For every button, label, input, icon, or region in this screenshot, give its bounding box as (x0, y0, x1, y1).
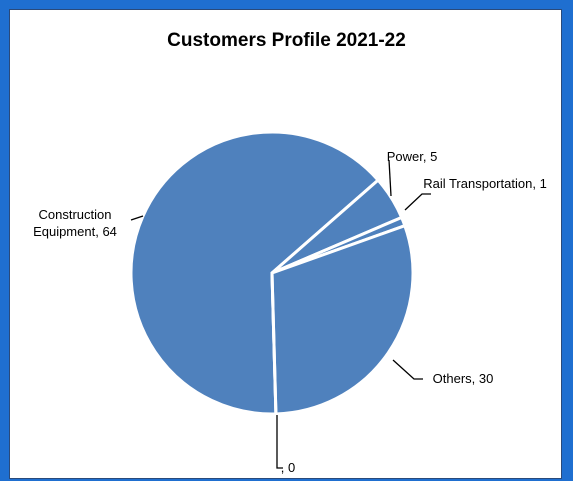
leader-line (388, 159, 392, 197)
label-separator: , (471, 371, 479, 386)
leader-line (276, 415, 283, 469)
chart (129, 130, 431, 469)
category-name: Rail Transportation (423, 176, 533, 191)
data-label: Rail Transportation, 1 (420, 175, 550, 192)
label-separator: , (532, 176, 540, 191)
leader-line (392, 359, 423, 380)
leader-line (130, 215, 144, 221)
value-label: 1 (539, 176, 547, 191)
label-separator: , (95, 224, 103, 239)
category-name: Power (386, 149, 423, 164)
category-name: Others (432, 371, 472, 386)
chart-title: Customers Profile 2021-22 (167, 30, 406, 51)
value-label: 5 (430, 149, 438, 164)
value-label: 0 (288, 460, 296, 475)
data-label: Power, 5 (372, 148, 452, 165)
data-label: Others, 30 (423, 370, 503, 387)
value-label: 64 (102, 224, 117, 239)
category-name: Construction Equipment (33, 207, 112, 239)
data-label: Construction Equipment, 64 (25, 206, 125, 240)
value-label: 30 (478, 371, 494, 386)
chart-area: Customers Profile 2021-22 Construction E… (9, 9, 562, 479)
data-label: , 0 (273, 459, 303, 476)
label-separator: , (422, 149, 431, 164)
pie-slice (270, 224, 415, 416)
leader-line (404, 193, 431, 211)
pie-slice (270, 271, 278, 416)
label-separator: , (280, 460, 288, 475)
